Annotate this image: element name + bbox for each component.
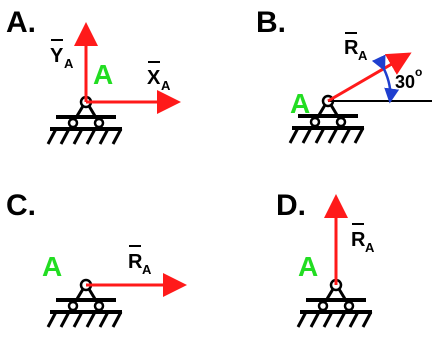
vector-y-subscript: A — [64, 56, 74, 71]
node-label-b: A — [290, 88, 310, 119]
vector-r-letter-d: R — [351, 229, 366, 251]
roller-support-a — [46, 95, 124, 146]
vector-x-subscript: A — [161, 78, 171, 93]
panel-c-letter: C. — [6, 189, 36, 222]
angle-arc — [371, 54, 400, 104]
panel-d: D. A R A — [276, 189, 375, 329]
vector-r-subscript-b: A — [358, 48, 368, 63]
vector-r-letter-c: R — [128, 251, 143, 273]
node-label-d: A — [298, 251, 318, 282]
panel-d-letter: D. — [276, 189, 306, 222]
node-label-a: A — [93, 59, 113, 90]
vector-r-subscript-c: A — [142, 262, 152, 277]
panel-a-letter: A. — [6, 6, 36, 39]
roller-support-c — [46, 278, 124, 329]
vector-y-letter: Y — [50, 45, 64, 67]
roller-support-d — [296, 278, 374, 329]
panel-b: B. A R A 30 o — [256, 6, 432, 145]
vector-x-letter: X — [147, 67, 161, 89]
angle-value: 30 — [395, 72, 415, 92]
angle-unit: o — [415, 65, 422, 79]
vector-r-letter-b: R — [344, 37, 359, 59]
panel-c: C. A R A — [6, 189, 187, 329]
panel-a: A. A Y A X A — [6, 6, 181, 146]
vector-r-subscript-d: A — [365, 240, 375, 255]
node-label-c: A — [42, 251, 62, 282]
panel-b-letter: B. — [256, 6, 286, 39]
